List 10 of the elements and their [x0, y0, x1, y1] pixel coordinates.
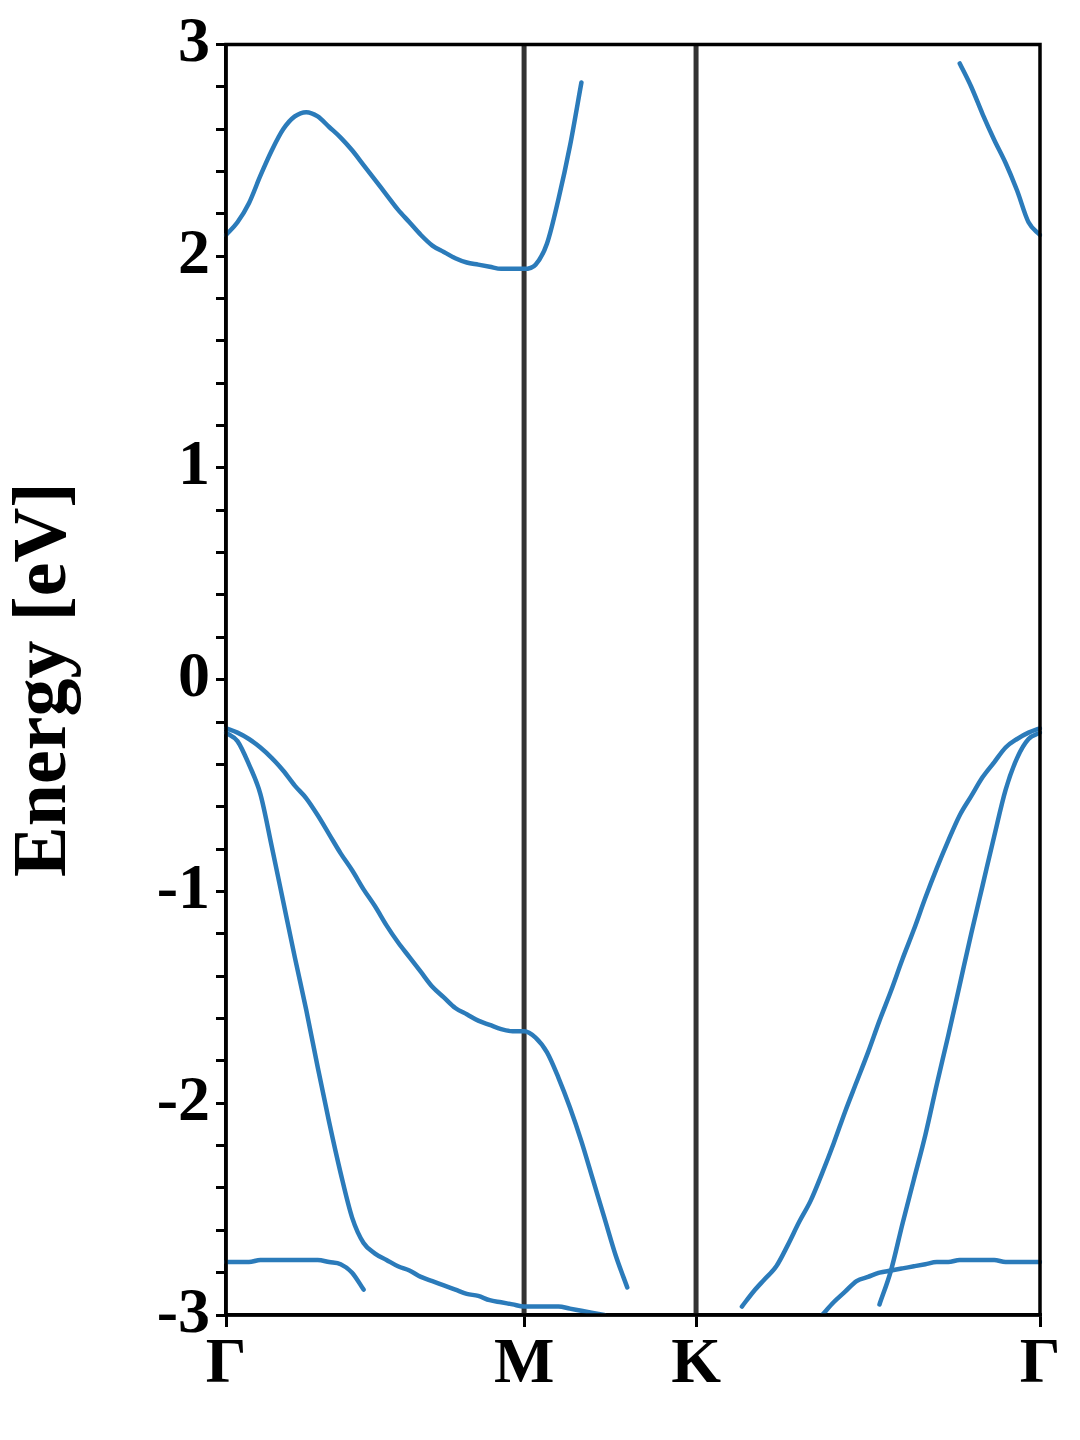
y-tick-label: -1 — [156, 851, 210, 922]
y-tick-label: 2 — [178, 215, 210, 287]
x-tick-label: Γ — [1019, 1324, 1061, 1396]
x-tick-label: K — [671, 1324, 722, 1396]
y-tick-label: 0 — [178, 639, 210, 711]
y-tick-label: 3 — [178, 3, 210, 75]
y-axis-title: Energy [eV] — [0, 482, 82, 878]
y-tick-label: 1 — [178, 427, 210, 499]
y-tick-label: -2 — [156, 1062, 210, 1134]
x-tick-label: M — [493, 1324, 555, 1396]
